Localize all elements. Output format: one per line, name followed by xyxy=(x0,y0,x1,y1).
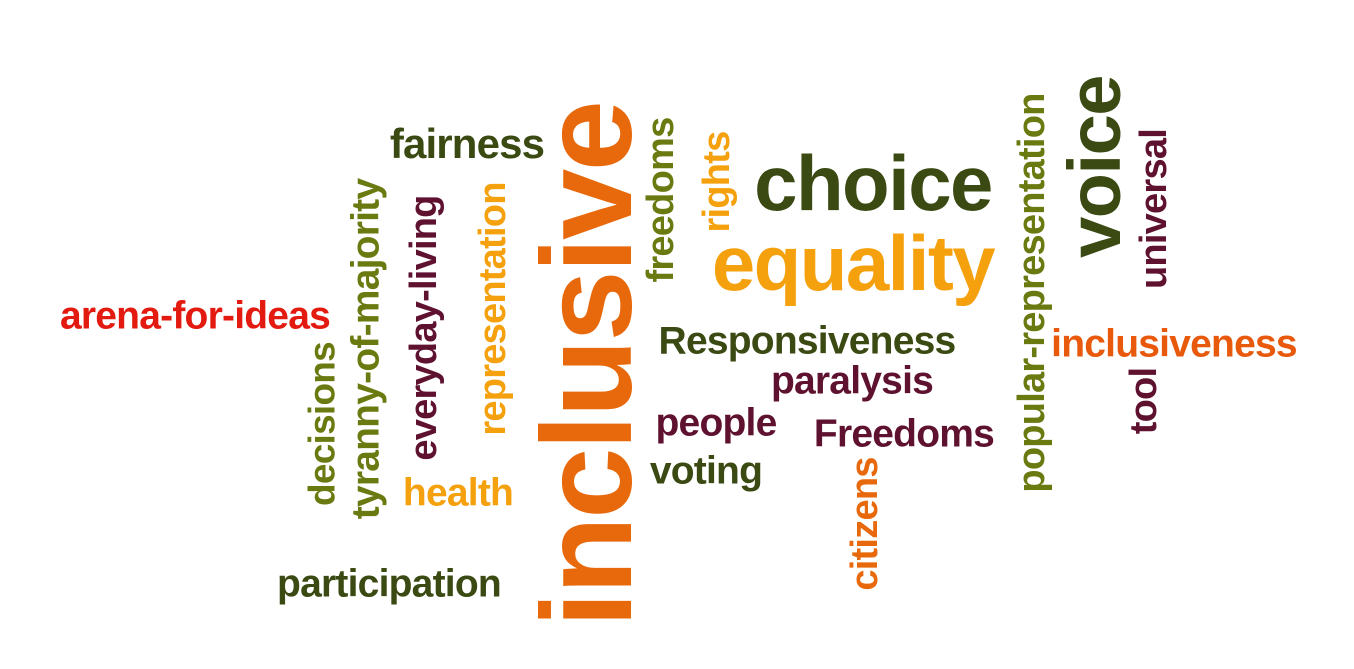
word-rights: rights xyxy=(696,131,738,233)
word-paralysis: paralysis xyxy=(770,359,934,403)
word-arena-for-ideas: arena-for-ideas xyxy=(59,294,331,338)
word-choice: choice xyxy=(754,139,993,227)
word-representation: representation xyxy=(472,182,514,436)
word-fairness: fairness xyxy=(389,120,545,167)
word-inclusive: inclusive xyxy=(516,102,659,628)
word-voice: voice xyxy=(1053,76,1136,258)
word-freedoms: freedoms xyxy=(640,117,682,283)
word-citizens: citizens xyxy=(844,457,886,591)
word-tool: tool xyxy=(1123,367,1165,435)
word-universal: universal xyxy=(1133,128,1175,290)
word-participation: participation xyxy=(277,562,502,606)
word-people: people xyxy=(655,401,777,445)
word-tyranny-of-majority: tyranny-of-majority xyxy=(344,178,388,520)
word-decisions: decisions xyxy=(301,341,343,507)
word-health: health xyxy=(402,471,514,515)
word-inclusiveness: inclusiveness xyxy=(1051,322,1297,366)
word-everyday-living: everyday-living xyxy=(403,195,445,461)
word-freedoms-capitalized: Freedoms xyxy=(813,412,995,456)
word-voting: voting xyxy=(649,449,763,493)
word-responsiveness: Responsiveness xyxy=(658,319,957,363)
word-popular-representation: popular-representation xyxy=(1011,93,1053,493)
word-equality: equality xyxy=(711,219,996,307)
